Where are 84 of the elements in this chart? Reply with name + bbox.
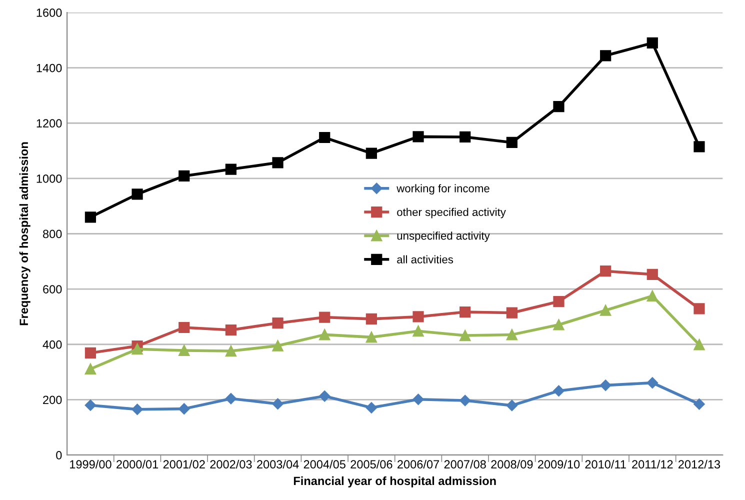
point xyxy=(178,322,190,334)
x-tick-label: 2003/04 xyxy=(257,460,299,469)
x-tick-label: 2004/05 xyxy=(304,460,346,469)
point xyxy=(694,398,705,410)
y-tick-label: 800 xyxy=(43,230,62,238)
point xyxy=(460,330,471,342)
x-tick-label: 2001/02 xyxy=(163,460,205,469)
x-tick-label: 2005/06 xyxy=(350,460,392,469)
point xyxy=(694,339,705,350)
point xyxy=(459,394,471,406)
point xyxy=(84,363,96,375)
y-tick-label: 1000 xyxy=(36,174,62,183)
point xyxy=(460,131,471,143)
x-tick-label: 2012/13 xyxy=(678,460,720,469)
x-tick-label: 2008/09 xyxy=(491,460,533,469)
point xyxy=(319,329,330,340)
x-tick-label: 2000/01 xyxy=(116,460,158,469)
point xyxy=(366,402,378,414)
point xyxy=(506,400,518,412)
y-tick-label: 1600 xyxy=(36,8,62,17)
point xyxy=(506,136,518,148)
point xyxy=(178,170,190,182)
point xyxy=(272,157,284,168)
point xyxy=(646,37,658,48)
point xyxy=(178,344,190,356)
x-tick-label: 2002/03 xyxy=(210,460,252,469)
point xyxy=(225,392,237,404)
legend-label: unspecified activity xyxy=(397,232,490,242)
point xyxy=(646,377,658,388)
point xyxy=(646,290,658,302)
point xyxy=(319,132,330,144)
point xyxy=(412,311,424,322)
point xyxy=(366,148,377,159)
point xyxy=(553,100,564,112)
y-tick-label: 400 xyxy=(42,340,62,349)
y-tick-label: 0 xyxy=(56,451,62,460)
legend-label: other specified activity xyxy=(397,208,506,218)
point xyxy=(272,318,284,329)
point xyxy=(460,306,471,318)
legend-label: all activities xyxy=(397,255,454,264)
point xyxy=(225,345,237,357)
point xyxy=(366,332,377,343)
point xyxy=(84,212,96,223)
y-tick-label: 1400 xyxy=(36,64,62,72)
point xyxy=(412,394,424,406)
point xyxy=(132,344,143,355)
y-tick-label: 200 xyxy=(43,396,62,404)
point xyxy=(694,141,705,152)
point xyxy=(132,404,143,415)
point xyxy=(553,319,564,330)
point xyxy=(132,188,143,200)
point xyxy=(412,131,424,142)
point xyxy=(600,50,612,62)
legend-label: working for income xyxy=(396,184,490,195)
x-tick-label: 2010/11 xyxy=(585,460,626,469)
point xyxy=(272,398,284,410)
point xyxy=(506,307,518,318)
y-tick-label: 1200 xyxy=(36,119,62,128)
x-tick-label: 1999/00 xyxy=(70,460,112,469)
point xyxy=(84,347,96,359)
point xyxy=(319,312,330,323)
point xyxy=(225,164,237,175)
x-tick-label: 2007/08 xyxy=(444,460,486,469)
point xyxy=(600,266,612,277)
point xyxy=(600,304,612,316)
point xyxy=(553,296,564,308)
point xyxy=(272,340,284,352)
point xyxy=(319,390,330,402)
y-tick-label: 600 xyxy=(43,285,62,294)
point xyxy=(225,324,237,336)
point xyxy=(694,303,705,314)
point xyxy=(412,326,424,337)
point xyxy=(366,313,377,324)
x-tick-label: 2011/12 xyxy=(632,460,673,469)
point xyxy=(178,403,190,414)
point xyxy=(84,400,96,411)
point xyxy=(506,329,518,340)
x-tick-label: 2009/10 xyxy=(538,460,580,469)
point xyxy=(553,385,564,396)
point xyxy=(600,380,612,391)
x-tick-label: 2006/07 xyxy=(398,460,440,469)
x-axis-title: Financial year of hospital admission xyxy=(294,476,496,488)
y-axis-title: Frequency of hospital admission xyxy=(19,142,30,326)
point xyxy=(646,268,658,280)
